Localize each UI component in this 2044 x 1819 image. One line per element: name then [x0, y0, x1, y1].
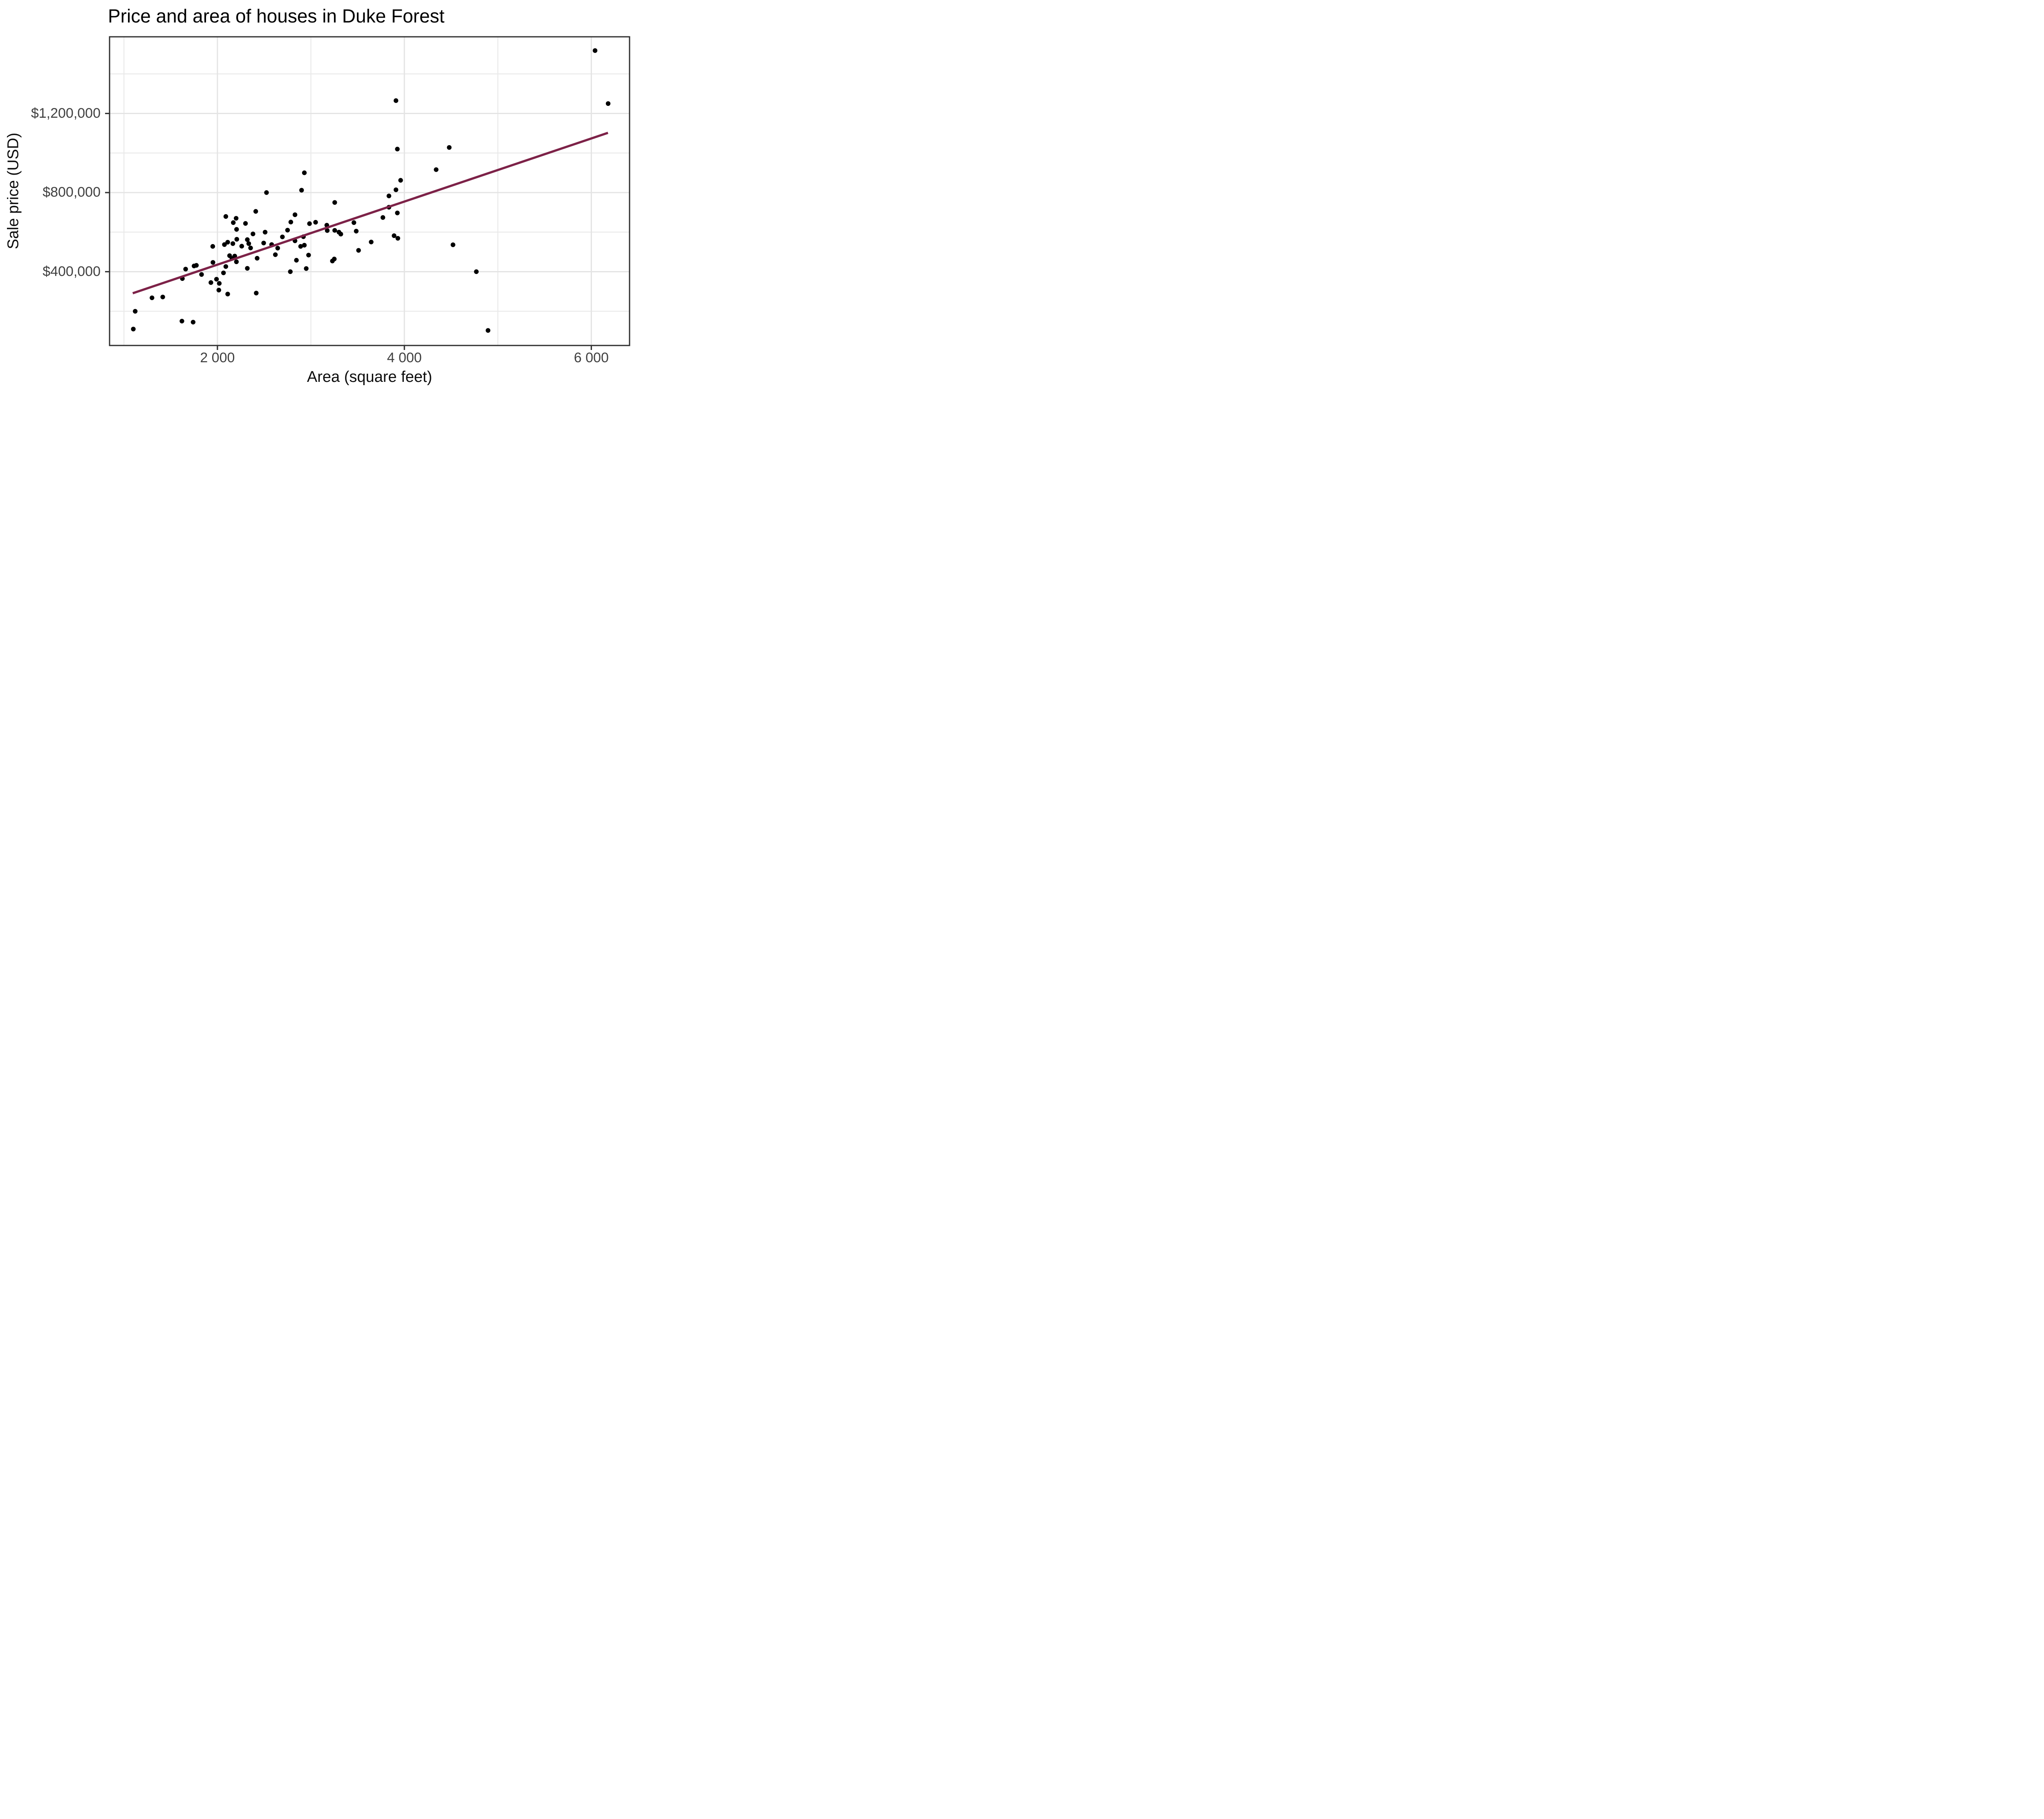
data-point [392, 233, 397, 238]
data-point [395, 211, 400, 215]
data-point [222, 242, 227, 247]
x-tick-label: 4 000 [387, 350, 422, 366]
data-point [261, 240, 266, 246]
data-point [393, 187, 399, 192]
data-point [474, 269, 479, 274]
data-point [251, 231, 256, 236]
data-point [302, 170, 307, 175]
data-point [208, 280, 213, 285]
data-point [302, 243, 307, 248]
data-point [450, 242, 455, 247]
data-point [330, 258, 335, 264]
data-point [211, 260, 215, 265]
data-point [447, 145, 452, 150]
data-point [254, 291, 259, 296]
data-point [288, 269, 293, 274]
data-point [217, 281, 222, 286]
data-point [245, 266, 250, 271]
data-point [210, 244, 215, 249]
plot-panel [105, 36, 630, 350]
data-point [332, 228, 337, 233]
regression-line [132, 132, 609, 294]
data-point [264, 190, 269, 195]
data-point [223, 264, 229, 269]
y-tick-label: $800,000 [43, 184, 101, 200]
data-point [133, 309, 138, 314]
data-point [230, 241, 235, 246]
data-point [592, 48, 598, 53]
y-tick-label: $400,000 [43, 263, 101, 279]
data-point [280, 234, 285, 240]
data-point [245, 237, 250, 242]
data-point [255, 256, 260, 261]
data-point [246, 241, 251, 246]
x-tick-label: 6 000 [574, 350, 609, 366]
data-point [231, 220, 236, 225]
chart: Price and area of houses in Duke Forest … [0, 0, 641, 396]
data-point [131, 327, 136, 332]
y-tick-label: $1,200,000 [31, 105, 101, 121]
data-point [150, 295, 155, 301]
data-point [179, 318, 184, 324]
data-point [214, 277, 219, 282]
data-point [325, 228, 330, 233]
data-point [275, 246, 280, 251]
data-point [248, 245, 253, 251]
data-point [225, 292, 230, 296]
y-axis-title: Sale price (USD) [4, 132, 22, 249]
data-point [160, 294, 165, 300]
data-point [605, 101, 611, 106]
data-point [352, 220, 356, 225]
data-point [225, 240, 230, 245]
data-point [298, 244, 303, 249]
data-point [398, 178, 403, 183]
chart-title: Price and area of houses in Duke Forest [108, 5, 445, 27]
data-point [395, 236, 400, 241]
data-point [395, 146, 400, 152]
data-point [292, 212, 298, 217]
data-point [356, 248, 361, 253]
data-point [380, 215, 385, 220]
data-point [239, 244, 244, 249]
data-point [191, 320, 196, 325]
panel-border [109, 36, 630, 346]
data-point [306, 253, 311, 258]
data-point [299, 188, 304, 193]
data-point [338, 231, 343, 237]
data-point [393, 98, 399, 103]
data-point [262, 230, 268, 235]
x-tick-label: 2 000 [200, 350, 235, 366]
data-point [304, 266, 309, 271]
data-point [194, 263, 199, 268]
data-point [243, 221, 248, 226]
data-point [369, 240, 374, 244]
data-point [183, 267, 188, 271]
data-point [434, 167, 439, 172]
data-point [223, 214, 229, 219]
data-point [386, 193, 392, 198]
data-point [234, 259, 239, 264]
data-point [216, 287, 221, 293]
data-point [294, 258, 299, 263]
x-axis-title: Area (square feet) [307, 368, 433, 386]
data-point [354, 229, 359, 233]
data-point [273, 252, 278, 257]
data-point [288, 220, 294, 224]
data-point [234, 237, 239, 242]
data-point [285, 228, 290, 233]
data-point [234, 227, 239, 232]
data-point [199, 272, 204, 277]
data-point [332, 200, 337, 205]
data-point [313, 220, 318, 225]
data-point [221, 270, 226, 276]
data-point [253, 209, 258, 214]
data-point [307, 221, 312, 226]
data-point [233, 216, 239, 221]
data-point [486, 328, 491, 333]
